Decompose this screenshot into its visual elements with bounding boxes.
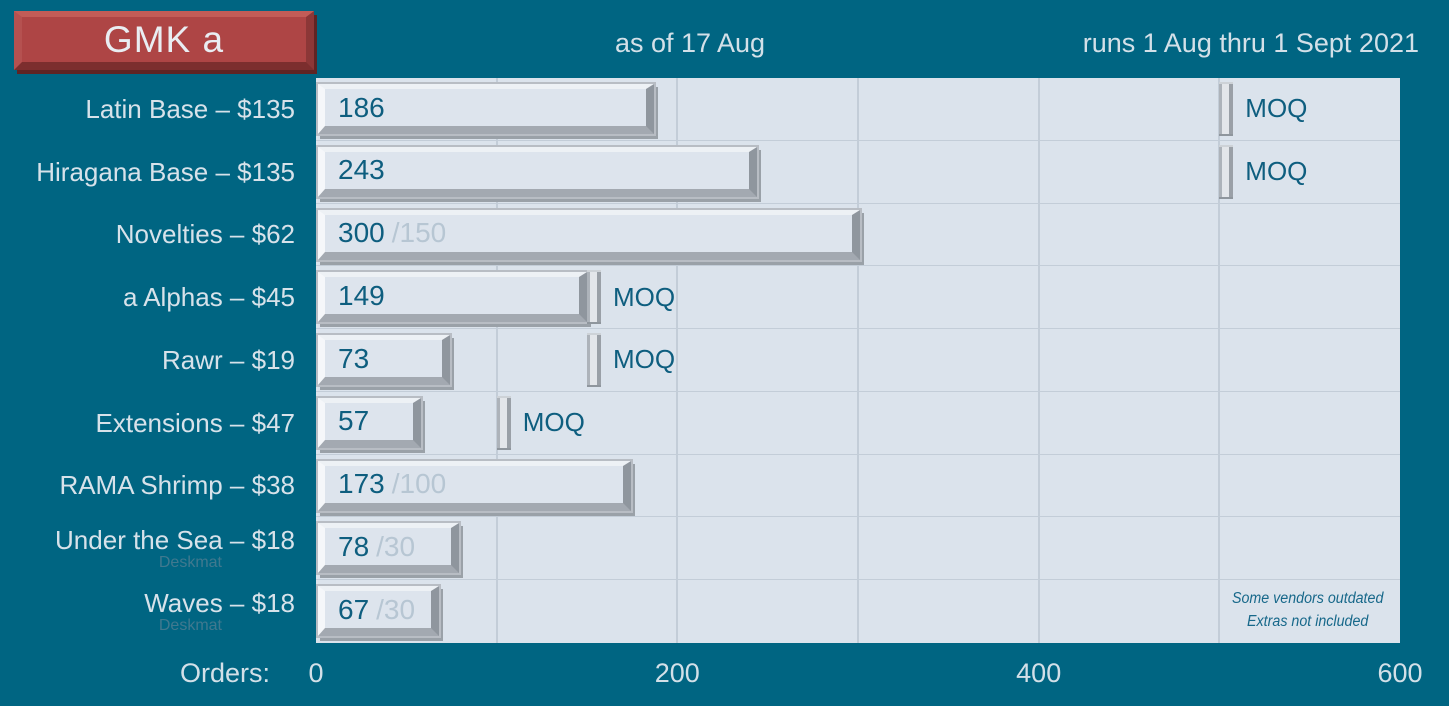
order-count: 78 bbox=[338, 530, 370, 562]
run-dates: runs 1 Aug thru 1 Sept 2021 bbox=[1082, 28, 1419, 58]
order-count: 149 bbox=[338, 279, 385, 311]
order-count: 186 bbox=[338, 91, 385, 123]
bar-row: 78 /30 bbox=[316, 517, 1400, 581]
order-count: 243 bbox=[338, 154, 385, 186]
order-bar: 173 /100 bbox=[318, 460, 631, 511]
moq-marker bbox=[587, 272, 601, 323]
kit-label-row: Extensions – $47 bbox=[0, 392, 316, 455]
moq-label: MOQ bbox=[613, 281, 676, 312]
footnote: Some vendors outdated Extras not include… bbox=[1219, 588, 1396, 633]
kit-label-row: Hiragana Base – $135 bbox=[0, 141, 316, 204]
kit-label-row: a Alphas – $45 bbox=[0, 266, 316, 329]
page-title: GMK a bbox=[103, 18, 225, 60]
bar-row: 173 /100 bbox=[316, 455, 1400, 518]
order-bar: 243 bbox=[318, 146, 757, 197]
kit-label: Under the Sea – $18 bbox=[55, 525, 295, 556]
kit-label-row: RAMA Shrimp – $38 bbox=[0, 455, 316, 518]
moq-met-label: /30 bbox=[376, 593, 416, 625]
moq-label: MOQ bbox=[1245, 156, 1308, 187]
order-count: 67 bbox=[338, 593, 370, 625]
as-of-date: as of 17 Aug bbox=[614, 28, 766, 58]
moq-met-label: /30 bbox=[376, 530, 416, 562]
order-bar: 149 bbox=[318, 272, 588, 323]
gridline bbox=[676, 78, 679, 643]
moq-label: MOQ bbox=[522, 407, 585, 438]
x-axis-title: Orders: bbox=[179, 658, 270, 688]
kit-label: a Alphas – $45 bbox=[122, 282, 295, 313]
bar-row: 73 MOQ bbox=[316, 329, 1400, 392]
kit-label-row: Novelties – $62 bbox=[0, 204, 316, 267]
order-count: 173 bbox=[338, 468, 385, 500]
kit-label: Novelties – $62 bbox=[115, 219, 295, 250]
order-bar: 73 bbox=[318, 335, 450, 386]
moq-met-label: /100 bbox=[391, 468, 447, 500]
axis-tick: 0 bbox=[308, 658, 324, 688]
kit-label-row: Under the Sea – $18 Deskmat bbox=[0, 517, 316, 580]
moq-marker bbox=[1219, 146, 1234, 197]
kit-sublabel: Deskmat bbox=[158, 554, 222, 572]
order-count: 73 bbox=[338, 342, 370, 374]
kit-label-row: Waves – $18 Deskmat bbox=[0, 580, 316, 643]
gridline bbox=[857, 78, 859, 643]
gridline bbox=[1037, 78, 1040, 643]
x-axis: Orders: 0 200 400 600 bbox=[0, 643, 1449, 706]
moq-marker bbox=[587, 335, 601, 386]
bar-row: 149 MOQ bbox=[316, 266, 1400, 330]
kit-label: Hiragana Base – $135 bbox=[36, 156, 295, 187]
title-keycap: GMK a bbox=[14, 11, 314, 70]
chart-body: Latin Base – $135 Hiragana Base – $135 N… bbox=[0, 78, 1449, 643]
kit-label-row: Latin Base – $135 bbox=[0, 78, 316, 141]
bar-rows-layer: 186 MOQ 243 MOQ 300 /150 149 MOQ 73 MOQ bbox=[316, 78, 1400, 643]
kit-label: Waves – $18 bbox=[144, 588, 295, 618]
moq-label: MOQ bbox=[1245, 93, 1308, 124]
kit-label: Extensions – $47 bbox=[95, 407, 295, 438]
axis-tick: 600 bbox=[1377, 658, 1423, 688]
kit-sublabel: Deskmat bbox=[158, 617, 222, 634]
bar-row: 243 MOQ bbox=[316, 141, 1400, 204]
header: GMK a as of 17 Aug runs 1 Aug thru 1 Sep… bbox=[0, 0, 1449, 78]
kit-labels-column: Latin Base – $135 Hiragana Base – $135 N… bbox=[0, 78, 316, 643]
moq-label: MOQ bbox=[613, 344, 676, 375]
order-count: 57 bbox=[338, 405, 370, 437]
order-bar: 78 /30 bbox=[318, 523, 459, 574]
kit-label: Rawr – $19 bbox=[162, 344, 295, 375]
axis-tick: 200 bbox=[654, 658, 700, 688]
bar-row: 57 MOQ bbox=[316, 392, 1400, 455]
bar-row: 186 MOQ bbox=[316, 78, 1400, 141]
kit-label: Latin Base – $135 bbox=[85, 93, 295, 124]
kit-label: RAMA Shrimp – $38 bbox=[59, 470, 295, 501]
footnote-line-2: Extras not included bbox=[1247, 612, 1369, 630]
moq-marker bbox=[1219, 84, 1234, 134]
footnote-line-1: Some vendors outdated bbox=[1231, 590, 1384, 608]
order-bar: 67 /30 bbox=[318, 586, 439, 637]
moq-marker bbox=[496, 397, 511, 448]
order-bar: 186 bbox=[318, 84, 654, 134]
bar-row: 67 /30 bbox=[316, 580, 1400, 643]
axis-tick: 400 bbox=[1016, 658, 1062, 688]
gridline bbox=[495, 78, 498, 643]
moq-met-label: /150 bbox=[391, 217, 447, 249]
gridline bbox=[1218, 78, 1221, 643]
plot-area: 186 MOQ 243 MOQ 300 /150 149 MOQ 73 MOQ bbox=[316, 78, 1400, 643]
bar-row: 300 /150 bbox=[316, 204, 1400, 267]
order-bar: 300 /150 bbox=[318, 209, 860, 260]
kit-label-row: Rawr – $19 bbox=[0, 329, 316, 392]
order-count: 300 bbox=[338, 217, 385, 249]
order-bar: 57 bbox=[318, 397, 421, 448]
